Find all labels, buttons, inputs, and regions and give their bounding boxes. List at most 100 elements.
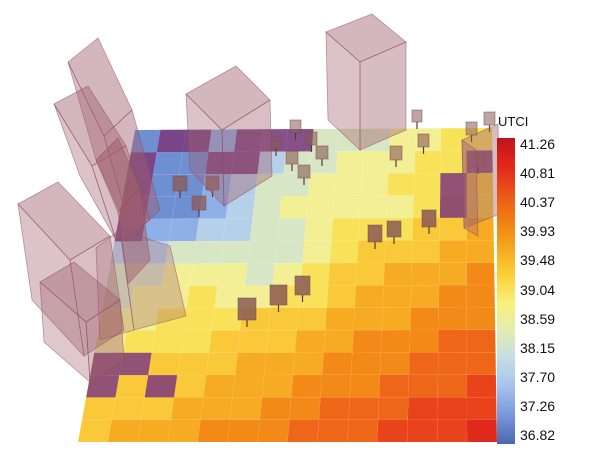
grid-cell (263, 352, 296, 376)
shadow-cell (234, 129, 263, 152)
legend-tick-label: 39.48 (520, 252, 556, 269)
grid-cell (168, 218, 200, 242)
tree-markers (172, 109, 496, 327)
grid-cell (203, 374, 236, 398)
grid-cell (232, 374, 265, 398)
grid-cell (411, 262, 440, 286)
shadow-cell (90, 352, 123, 376)
legend-tick-label: 37.26 (520, 397, 556, 414)
grid-cell (360, 173, 389, 197)
grid-cell (137, 419, 172, 443)
shadow-cell (440, 173, 467, 196)
legend-color-bar (497, 138, 515, 444)
grid-cell (466, 239, 495, 263)
tree-canopy (294, 275, 311, 296)
grid-cell (466, 307, 496, 331)
grid-cell (348, 396, 380, 420)
shadow-cell (86, 375, 120, 398)
building-face (53, 103, 117, 241)
grid-cell (466, 262, 495, 286)
grid-cell (347, 419, 379, 443)
grid-cell (386, 195, 414, 219)
grid-cell (437, 396, 468, 420)
building-face (325, 31, 361, 151)
grid-cell (414, 150, 441, 174)
grid-cell (332, 195, 362, 219)
grid-cell (466, 352, 497, 375)
legend-tick-label: 40.81 (520, 165, 556, 182)
grid-cell (321, 352, 353, 376)
building-face (185, 92, 225, 208)
grid-cell (413, 172, 441, 196)
building-face (17, 202, 85, 358)
grid-cell (352, 329, 383, 353)
grid-cell (361, 150, 390, 174)
grid-cell (229, 397, 263, 420)
shadow-cell (119, 352, 152, 376)
grid-cell (406, 419, 438, 443)
grid-cell (81, 397, 116, 420)
grid-cell (356, 240, 386, 264)
grid-cell (289, 397, 321, 420)
legend-tick-label: 41.26 (520, 136, 556, 152)
grid-cell (409, 307, 440, 331)
tree-canopy (411, 109, 423, 123)
grid-cell (111, 397, 145, 420)
grid-cell (466, 419, 498, 443)
grid-cell (379, 352, 410, 376)
grid-cell (409, 329, 439, 353)
grid-cell (115, 374, 149, 398)
grid-cell (227, 419, 260, 443)
building-face (117, 187, 151, 285)
legend-tick-label: 39.04 (520, 281, 556, 298)
grid-cell (195, 218, 227, 242)
legend-tick-label: 38.15 (520, 339, 556, 356)
tree-canopy (270, 136, 282, 150)
grid-cell (354, 285, 384, 308)
grid-cell (466, 284, 496, 308)
legend-tick-label: 36.82 (520, 427, 556, 443)
grid-cell (377, 419, 409, 443)
grid-cell (276, 218, 307, 242)
shadow-cell (182, 129, 212, 152)
grid-cell (320, 374, 352, 398)
grid-cell (353, 307, 383, 331)
grid-cell (378, 374, 410, 398)
grid-cell (439, 217, 467, 241)
grid-cell (384, 240, 413, 264)
grid-cell (359, 195, 388, 219)
grid-cell (290, 374, 323, 398)
grid-cell (249, 218, 280, 242)
tree-canopy (315, 145, 329, 160)
grid-cell (247, 240, 278, 264)
grid-cell (183, 307, 215, 331)
building-face (461, 139, 479, 237)
grid-cell (257, 419, 290, 443)
legend-title: UTCI (498, 114, 529, 129)
grid-cell (466, 396, 497, 420)
legend-tick-label: 40.37 (520, 194, 556, 211)
tree-canopy (269, 284, 288, 306)
grid-cell (222, 218, 253, 242)
building-volumes (17, 13, 501, 383)
grid-cell (437, 329, 468, 353)
grid-cell (437, 374, 468, 398)
grid-cell (77, 419, 112, 443)
grid-cell (411, 240, 440, 264)
grid-cell (141, 397, 175, 420)
shadow-cell (156, 129, 186, 153)
grid-cell (152, 151, 183, 175)
grid-cell (303, 218, 334, 242)
grid-cell (436, 419, 468, 443)
tree-canopy (289, 119, 302, 134)
grid-cell (122, 330, 156, 354)
tree-canopy (386, 220, 402, 238)
grid-cell (408, 374, 439, 398)
grid-cell (189, 263, 221, 287)
tree-canopy (285, 150, 299, 165)
building-face (39, 281, 91, 383)
grid-cell (438, 284, 468, 308)
grid-cell (380, 329, 411, 353)
grid-cell (383, 262, 413, 286)
